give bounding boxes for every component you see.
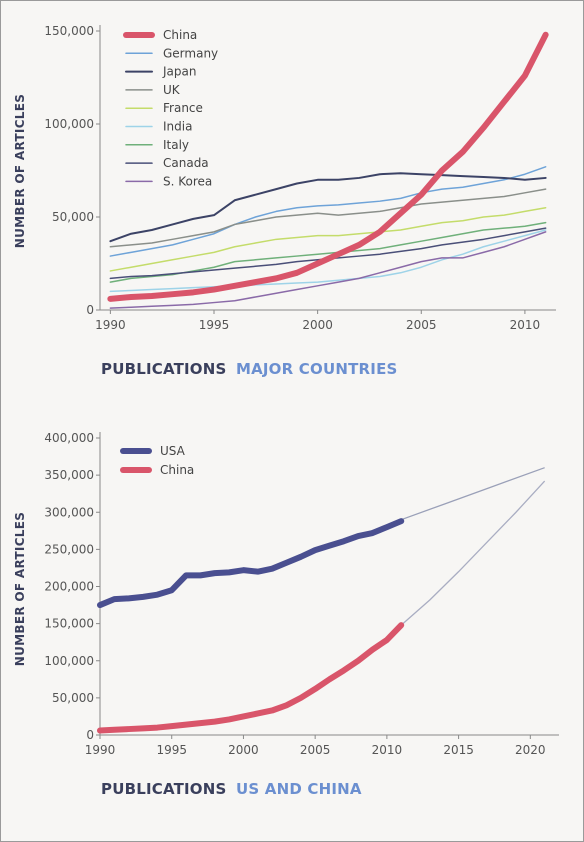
series-line-usa <box>97 518 405 609</box>
series-line-uk <box>109 188 547 248</box>
series-line-s-korea <box>109 231 547 309</box>
x-tick-label: 2000 <box>302 318 333 332</box>
y-tick-label: 250,000 <box>44 542 94 556</box>
y-tick-label: 0 <box>86 728 94 742</box>
legend-label: China <box>163 28 197 42</box>
legend-label: France <box>163 101 203 115</box>
y-tick-label: 400,000 <box>44 431 94 445</box>
legend-label: UK <box>163 83 181 97</box>
series-line-india <box>109 229 547 293</box>
x-tick-label: 1990 <box>85 743 116 757</box>
x-tick-label: 2005 <box>300 743 331 757</box>
x-tick-label: 2010 <box>372 743 403 757</box>
series-line-france <box>109 206 547 272</box>
y-tick-label: 350,000 <box>44 468 94 482</box>
chart-major-countries: 0 50,000 100,000 150,000 1990 1995 2000 2005 201… <box>13 24 556 378</box>
y-tick-label: 50,000 <box>52 691 94 705</box>
x-tick-label: 1995 <box>199 318 230 332</box>
x-tick-label: 2015 <box>443 743 474 757</box>
y-tick-label: 50,000 <box>52 210 94 224</box>
y-tick-label: 300,000 <box>44 505 94 519</box>
y-tick-label: 200,000 <box>44 580 94 594</box>
title-suffix: MAJOR COUNTRIES <box>236 360 398 378</box>
x-tick-label: 2005 <box>406 318 437 332</box>
y-tick-label: 150,000 <box>44 24 94 38</box>
chart-title: PUBLICATIONS MAJOR COUNTRIES <box>101 360 398 378</box>
y-axis-label: NUMBER OF ARTICLES <box>13 512 27 666</box>
series-line-japan <box>109 172 547 243</box>
series-line-china <box>97 622 405 734</box>
x-tick-label: 2020 <box>515 743 546 757</box>
series-line-germany <box>109 166 547 257</box>
title-prefix: PUBLICATIONS <box>101 780 227 798</box>
legend-label: Germany <box>163 46 218 60</box>
title-prefix: PUBLICATIONS <box>101 360 227 378</box>
legend-label: Canada <box>163 156 209 170</box>
y-tick-label: 100,000 <box>44 117 94 131</box>
y-axis-label: NUMBER OF ARTICLES <box>13 94 27 248</box>
projection-line <box>400 480 546 626</box>
x-tick-label: 1995 <box>156 743 187 757</box>
chart-title: PUBLICATIONS US AND CHINA <box>101 780 362 798</box>
legend-label: India <box>163 120 192 134</box>
y-tick-label: 0 <box>86 303 94 317</box>
x-tick-label: 2000 <box>228 743 259 757</box>
legend-label: Italy <box>163 138 189 152</box>
y-tick-label: 100,000 <box>44 654 94 668</box>
legend-label: USA <box>160 444 186 458</box>
legend-label: China <box>160 463 194 477</box>
title-suffix: US AND CHINA <box>236 780 362 798</box>
y-tick-label: 150,000 <box>44 617 94 631</box>
legend-label: S. Korea <box>163 174 212 188</box>
legend-label: Japan <box>162 65 196 79</box>
x-tick-label: 2010 <box>510 318 541 332</box>
x-tick-label: 1990 <box>95 318 126 332</box>
series-line-china <box>107 31 549 302</box>
